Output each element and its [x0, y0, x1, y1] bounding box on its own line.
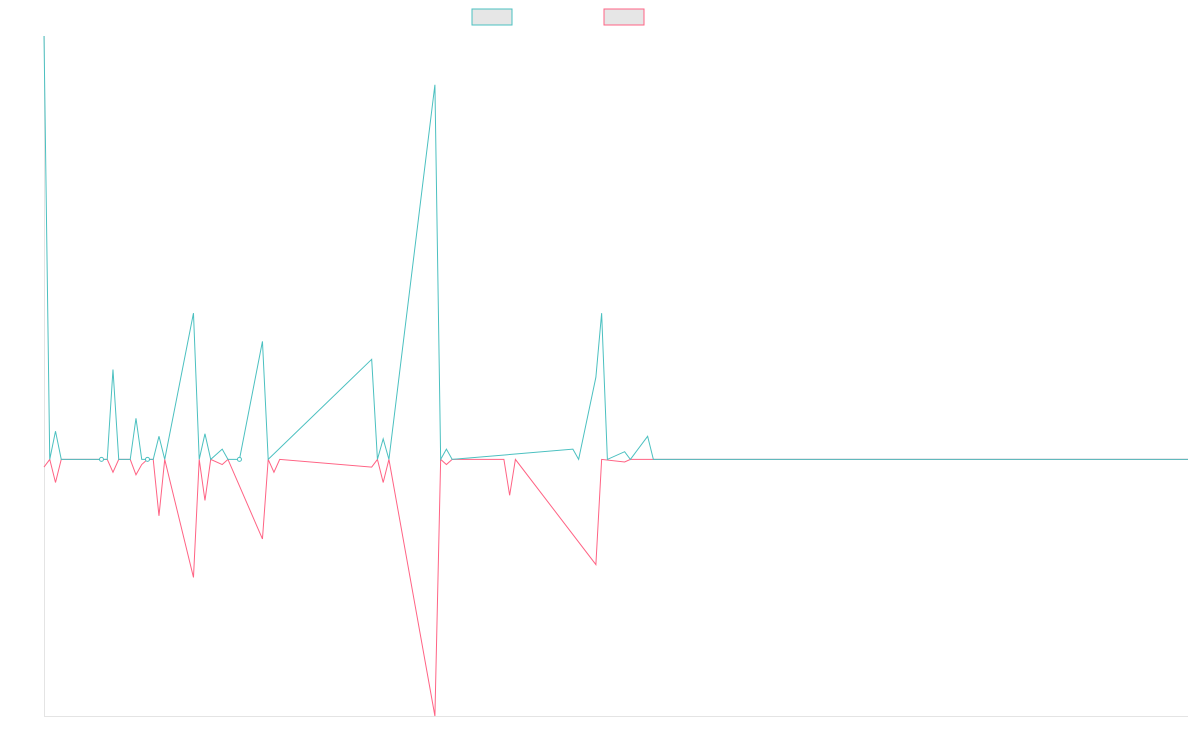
- legend: [471, 8, 645, 26]
- series-2-line: [43, 458, 1188, 717]
- legend-swatch-series-1[interactable]: [471, 8, 513, 26]
- data-point-marker[interactable]: [144, 456, 150, 462]
- legend-swatch-series-2[interactable]: [603, 8, 645, 26]
- data-point-marker[interactable]: [236, 456, 242, 462]
- plot-area: [43, 35, 1188, 717]
- series-1-line: [43, 35, 1188, 462]
- data-point-marker[interactable]: [98, 456, 104, 462]
